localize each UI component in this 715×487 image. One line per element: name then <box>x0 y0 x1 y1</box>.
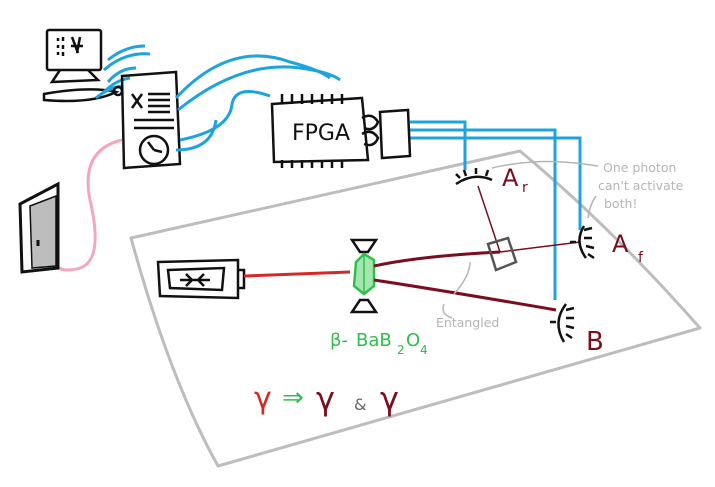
bbo-crystal <box>349 238 379 314</box>
equation-gamma-out-2: γ <box>380 380 399 418</box>
wireless-signal-icon <box>95 44 151 100</box>
crystal-ba: BaB <box>356 330 392 351</box>
annotation-arrows <box>442 160 599 319</box>
detector-ar-icon <box>455 168 493 186</box>
note-line-1: One photon <box>603 160 676 175</box>
detector-ar-subscript: r <box>522 180 528 196</box>
equation-arrow: ⇒ <box>282 383 304 413</box>
fpga-board <box>270 94 412 168</box>
crystal-sub4: 4 <box>420 343 428 357</box>
equation-gamma-in: γ <box>254 381 272 416</box>
computer-monitor-icon <box>42 28 120 103</box>
timing-counter-box <box>112 70 182 170</box>
laser-source <box>156 258 246 300</box>
note-line-3: both! <box>604 196 637 211</box>
detector-af-subscript: f <box>638 250 644 266</box>
pink-cable <box>50 138 123 272</box>
photon-equation: γ ⇒ γ & γ <box>254 380 399 418</box>
detector-b-label: B <box>586 327 604 357</box>
detector-af-icon <box>570 225 595 260</box>
signal-cables <box>174 54 582 300</box>
crystal-sub2: 2 <box>397 343 405 357</box>
detector-b-icon <box>550 303 575 343</box>
door-icon <box>18 181 60 274</box>
crystal-beta: β- <box>330 330 348 351</box>
detector-ar-label: A <box>502 164 519 192</box>
fpga-label: FPGA <box>292 121 350 146</box>
crystal-formula: β- BaB 2 O 4 <box>330 330 428 357</box>
equation-and: & <box>354 395 366 414</box>
crystal-o: O <box>406 330 420 351</box>
photon-beams <box>373 185 581 312</box>
beam-splitter <box>486 236 518 272</box>
detector-af-label: A <box>612 230 629 258</box>
equation-gamma-out-1: γ <box>316 380 335 418</box>
note-line-2: can't activate <box>598 178 684 193</box>
entangled-label: Entangled <box>436 315 499 330</box>
optical-table <box>129 149 702 468</box>
pump-beam <box>243 270 351 278</box>
